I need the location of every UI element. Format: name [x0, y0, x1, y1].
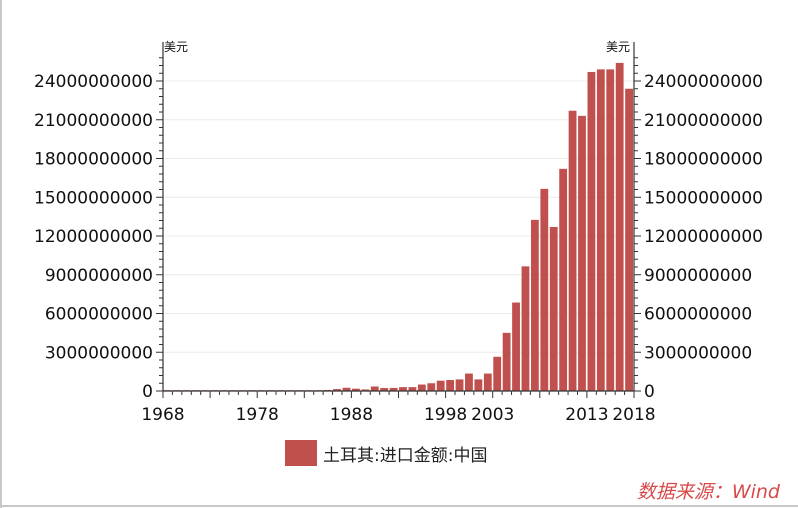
- bar: [587, 71, 596, 391]
- bar: [342, 387, 351, 391]
- left-axis-unit: 美元: [164, 40, 188, 54]
- source-label: 数据来源：Wind: [636, 481, 780, 503]
- left-axis-tick-label: 9000000000: [45, 266, 153, 286]
- right-axis-tick-label: 6000000000: [644, 305, 752, 325]
- right-axis-tick-label: 0: [644, 382, 655, 402]
- bar: [549, 226, 558, 391]
- bar: [474, 379, 483, 391]
- bar: [427, 383, 436, 391]
- right-axis-tick-label: 24000000000: [644, 72, 763, 92]
- x-axis-tick-label: 1998: [424, 405, 467, 425]
- legend: 土耳其:进口金额:中国: [285, 439, 487, 467]
- x-axis-tick-label: 1968: [141, 405, 184, 425]
- x-axis-tick-label: 2003: [471, 405, 514, 425]
- x-axis-tick-label: 1978: [236, 405, 279, 425]
- bar: [625, 88, 633, 391]
- right-axis-unit: 美元: [606, 40, 630, 54]
- left-axis-tick-label: 12000000000: [34, 227, 153, 247]
- left-axis-tick-label: 21000000000: [34, 111, 153, 131]
- bar: [521, 266, 530, 391]
- bar: [493, 356, 502, 391]
- bar: [596, 69, 605, 391]
- right-axis-tick-label: 18000000000: [644, 150, 763, 170]
- left-axis-tick-label: 24000000000: [34, 72, 153, 92]
- bar: [615, 62, 624, 392]
- legend-swatch: [285, 440, 317, 466]
- x-axis-tick-label: 1988: [330, 405, 373, 425]
- bar: [352, 388, 360, 391]
- x-axis-ticks: 1968 1978 1988 1998 2003 2013 2018: [141, 391, 656, 425]
- right-axis-tick-label: 21000000000: [644, 111, 763, 131]
- bar: [361, 389, 370, 391]
- bar: [370, 386, 379, 391]
- x-axis-tick-label: 2013: [565, 405, 608, 425]
- bar: [465, 373, 473, 391]
- bar: [446, 380, 455, 391]
- bar: [578, 115, 586, 391]
- right-axis-tick-label: 3000000000: [644, 343, 752, 363]
- left-axis-tick-label: 18000000000: [34, 150, 153, 170]
- bar: [512, 302, 520, 391]
- bar: [455, 379, 464, 391]
- legend-label: 土耳其:进口金额:中国: [323, 445, 488, 466]
- bar: [333, 389, 341, 391]
- bar: [399, 387, 407, 391]
- right-axis-ticks: 0 3000000000 6000000000 9000000000 120000000…: [634, 57, 763, 402]
- left-axis-tick-label: 15000000000: [34, 188, 153, 208]
- right-axis-tick-label: 9000000000: [644, 266, 752, 286]
- left-axis-ticks: 0 3000000000 6000000000 9000000000 120000000…: [34, 57, 163, 402]
- bars: [163, 62, 633, 392]
- bar: [502, 332, 511, 391]
- left-axis-tick-label: 6000000000: [45, 305, 153, 325]
- bar: [380, 388, 389, 391]
- bar: [483, 373, 492, 391]
- bar: [417, 384, 426, 391]
- bar: [559, 168, 568, 391]
- left-axis-tick-label: 0: [142, 382, 153, 402]
- window-bottom-border: [0, 505, 798, 507]
- bar: [540, 188, 549, 391]
- x-axis-tick-label: 2018: [612, 405, 655, 425]
- window-left-border: [0, 0, 2, 508]
- bar: [389, 387, 398, 391]
- left-axis-tick-label: 3000000000: [45, 343, 153, 363]
- bar: [408, 387, 417, 391]
- bar: [606, 69, 615, 391]
- right-axis-tick-label: 12000000000: [644, 227, 763, 247]
- bar: [530, 219, 539, 391]
- right-axis-tick-label: 15000000000: [644, 188, 763, 208]
- bar: [436, 380, 445, 391]
- bar: [568, 110, 577, 391]
